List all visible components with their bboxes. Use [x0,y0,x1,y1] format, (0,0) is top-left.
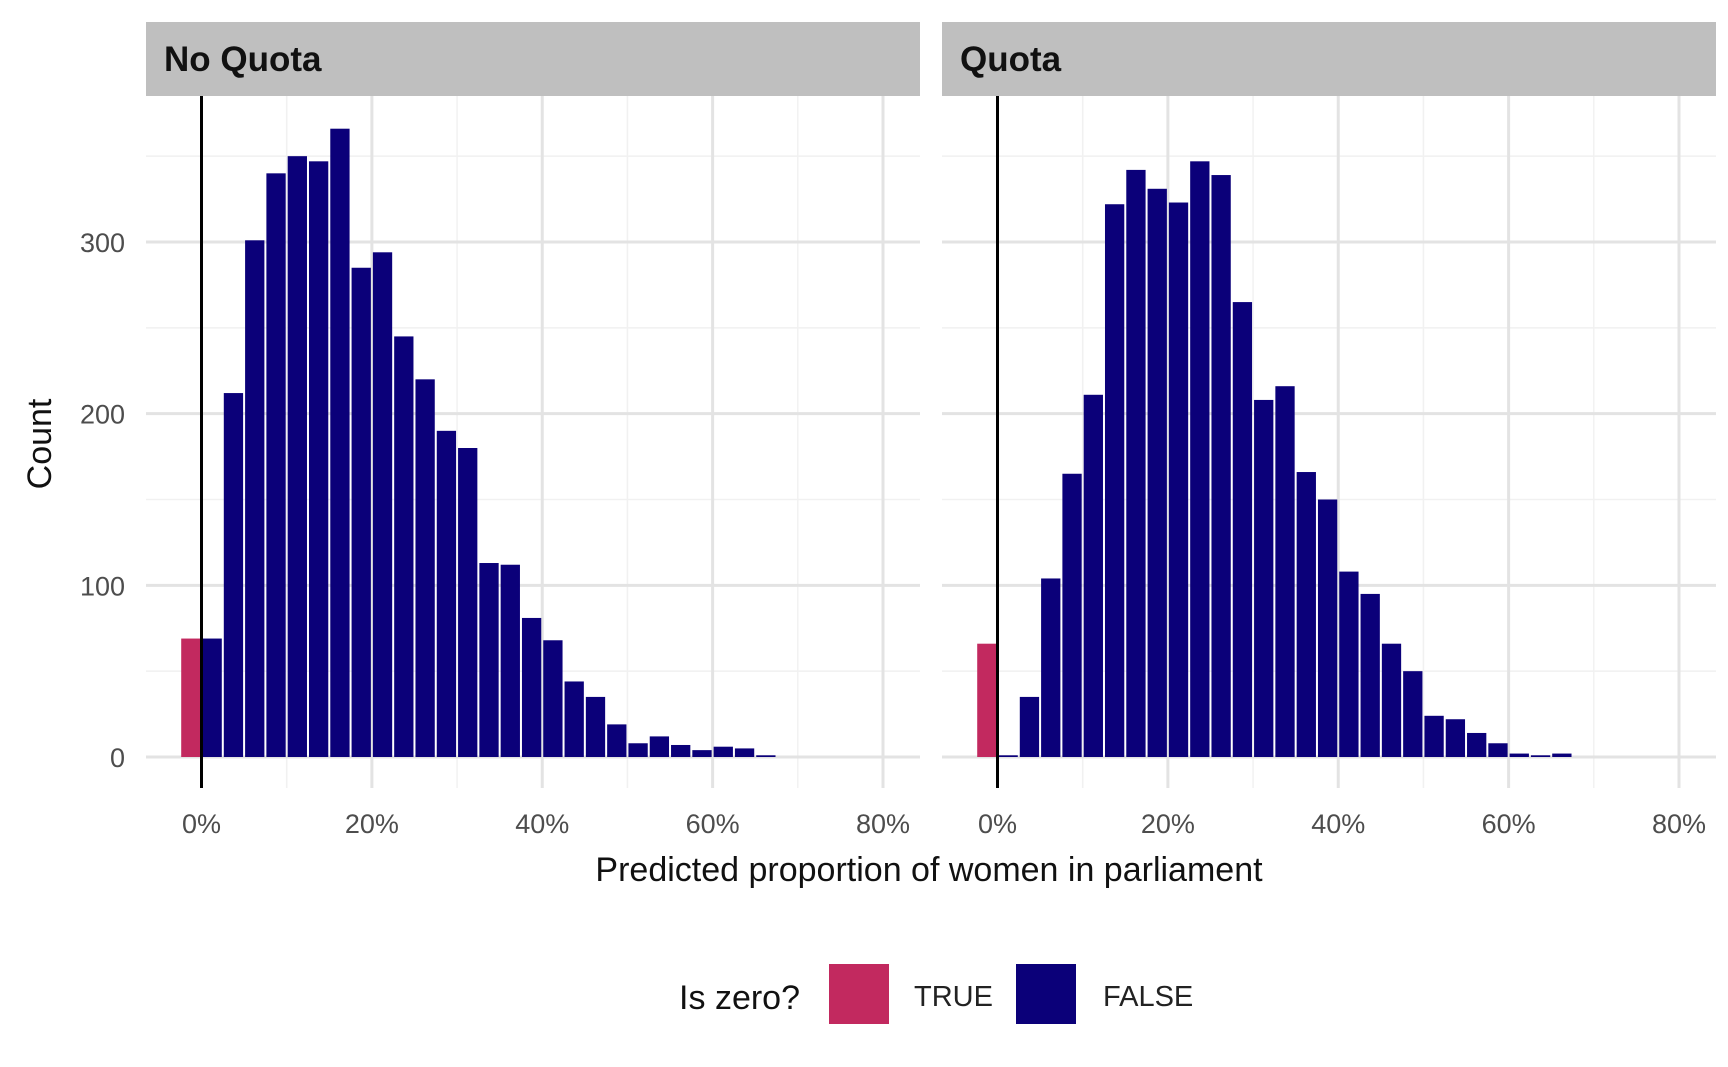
bar-false [308,161,329,758]
legend-label-true: TRUE [914,981,993,1013]
bar-false [521,617,542,757]
bar-false [1062,473,1082,757]
bar-false [564,681,584,757]
bar-false [649,736,670,757]
bar-false [1254,399,1274,757]
bar-false [1488,743,1508,757]
bar-false [1126,169,1146,757]
bar-false [585,696,606,757]
x-tick-labels: 0% 20% 40% 60% 80% [182,809,910,839]
bars [977,161,1572,758]
bar-false [500,564,520,757]
bar-false [671,744,691,757]
bar-false [202,638,222,757]
bar-false [1424,715,1444,757]
panel-title-quota: Quota [960,40,1062,79]
x-tick-label: 80% [856,809,910,839]
x-tick-label: 40% [515,809,569,839]
legend-title: Is zero? [679,979,800,1017]
panel-quota: Quota 0% 20% 40% 60% 80% [942,22,1716,839]
x-tick-label: 40% [1311,809,1365,839]
y-tick-label: 200 [80,400,125,430]
bar-false [1147,188,1167,758]
y-tick-labels: 0 100 200 300 [80,228,125,773]
y-tick-label: 300 [80,228,125,258]
bar-false [1104,204,1125,757]
legend-swatch-true [829,964,889,1024]
bar-false [1339,571,1359,757]
bar-false [330,128,350,757]
bar-false [479,563,499,757]
bar-false [1041,578,1061,757]
bar-false [351,267,371,757]
bar-false [458,448,478,757]
x-tick-label: 0% [978,809,1017,839]
bar-false [1190,161,1210,758]
bar-false [1211,175,1231,758]
bar-false [1296,472,1316,757]
bar-false [1445,719,1466,757]
bar-false [713,746,733,757]
panel-strip-no-quota [146,22,920,96]
y-tick-label: 100 [80,571,125,601]
bar-false [1317,499,1338,757]
bar-false [734,748,755,757]
bar-false [1381,643,1402,757]
x-tick-label: 60% [1482,809,1536,839]
bar-false [543,640,563,757]
x-tick-label: 20% [345,809,399,839]
x-tick-label: 60% [686,809,740,839]
bar-false [692,750,712,757]
bar-false [223,393,244,757]
bar-true [977,643,997,757]
bar-false [998,755,1018,757]
x-tick-labels: 0% 20% 40% 60% 80% [978,809,1706,839]
bars [181,128,776,758]
legend: Is zero? TRUE FALSE [679,964,1193,1024]
bar-false [1509,753,1529,757]
panel-no-quota: No Quota 0% 20% 40% 60% 80% [146,22,920,839]
bar-false [756,755,776,757]
bar-false [1083,394,1103,757]
x-tick-label: 80% [1652,809,1706,839]
bar-false [1168,202,1189,757]
bar-false [628,743,648,757]
x-tick-label: 20% [1141,809,1195,839]
bar-false [287,156,307,757]
bar-false [266,173,286,758]
bar-false [245,240,265,758]
legend-swatch-false [1016,964,1076,1024]
bar-false [1552,753,1572,757]
bar-false [1467,732,1487,757]
bar-false [372,252,393,758]
bar-false [1275,386,1295,757]
bar-false [1360,593,1380,757]
y-tick-label: 0 [110,743,125,773]
panel-title-no-quota: No Quota [164,40,322,79]
bar-false [1530,755,1551,757]
bar-false [415,379,435,757]
bar-true [181,638,201,757]
bar-false [394,336,414,757]
panel-strip-quota [942,22,1716,96]
bar-false [1403,671,1423,757]
bar-false [607,724,627,757]
legend-label-false: FALSE [1103,981,1193,1013]
y-axis-title: Count [21,398,59,489]
bar-false [436,430,457,757]
x-axis-title: Predicted proportion of women in parliam… [595,851,1263,889]
x-tick-label: 0% [182,809,221,839]
bar-false [1019,696,1040,757]
bar-false [1232,302,1253,757]
